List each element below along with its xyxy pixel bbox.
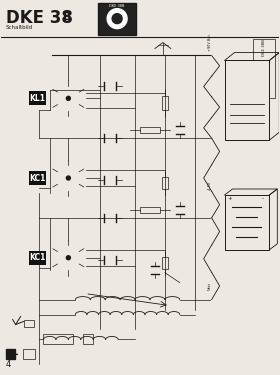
Text: +: + [228,196,232,201]
Text: Netz: Netz [208,282,212,290]
Text: DKE 38B: DKE 38B [262,39,266,56]
FancyBboxPatch shape [162,177,168,189]
Text: B: B [63,12,72,22]
FancyBboxPatch shape [140,207,160,213]
Text: KC1: KC1 [29,253,46,262]
FancyBboxPatch shape [83,334,93,344]
Circle shape [107,9,127,28]
Circle shape [66,96,70,100]
FancyBboxPatch shape [29,171,46,185]
Text: KL1: KL1 [29,94,46,103]
Circle shape [66,256,70,260]
FancyBboxPatch shape [225,195,269,250]
Text: DKE 38: DKE 38 [6,9,73,27]
Text: -: - [262,196,263,201]
FancyBboxPatch shape [29,251,46,265]
Circle shape [66,176,70,180]
FancyBboxPatch shape [23,350,34,359]
FancyBboxPatch shape [162,96,168,110]
FancyBboxPatch shape [29,92,46,105]
Text: -4,5V: -4,5V [208,181,212,190]
Text: 4: 4 [6,360,11,369]
FancyBboxPatch shape [253,39,275,98]
FancyBboxPatch shape [24,320,34,327]
Text: DKE 38B: DKE 38B [109,4,125,8]
FancyBboxPatch shape [98,3,136,34]
FancyBboxPatch shape [162,257,168,269]
Circle shape [112,13,122,24]
Text: +90V Bat.: +90V Bat. [208,33,212,51]
Text: Schaltbild: Schaltbild [6,25,33,30]
Text: KC1: KC1 [29,174,46,183]
Polygon shape [6,350,15,359]
FancyBboxPatch shape [43,334,73,344]
FancyBboxPatch shape [225,60,269,140]
FancyBboxPatch shape [140,127,160,133]
